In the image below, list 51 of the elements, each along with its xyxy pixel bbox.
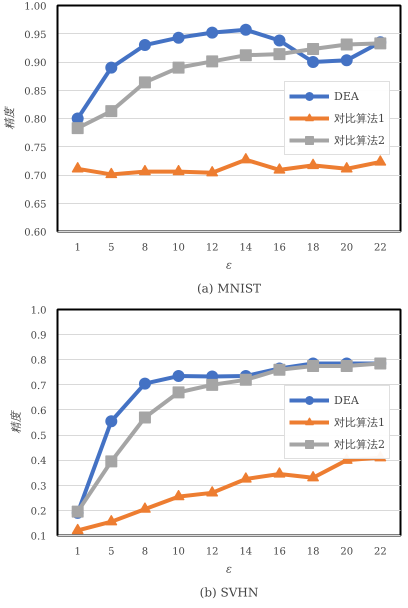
y-tick-label: 0.6 <box>30 406 47 417</box>
x-tick-label: 22 <box>374 546 387 558</box>
y-tick-label: 0.4 <box>30 456 47 468</box>
y-tick-label: 0.65 <box>24 199 46 210</box>
text: (b) SVHN <box>200 586 258 600</box>
x-tick-label: 5 <box>108 546 114 558</box>
legend-label: 对比算法1 <box>334 110 385 126</box>
legend-label: DEA <box>334 394 359 406</box>
legend-label: 对比算法2 <box>334 436 385 452</box>
x-tick-label: 8 <box>142 242 148 254</box>
y-tick-label: 0.95 <box>24 30 46 41</box>
y-tick-label: 0.9 <box>30 330 47 342</box>
y-tick-label: 0.60 <box>24 228 46 238</box>
y-axis-title: 精度 <box>3 106 16 130</box>
legend-label: 对比算法1 <box>334 414 385 430</box>
x-tick-label: 10 <box>172 546 185 558</box>
x-axis-title: ε <box>226 258 232 272</box>
x-tick-label: 16 <box>273 242 286 254</box>
y-tick-label: 0.3 <box>30 481 47 492</box>
y-tick-label: 0.80 <box>24 114 46 126</box>
x-tick-label: 18 <box>306 242 320 254</box>
y-tick-label: 0.90 <box>24 58 46 69</box>
text: (a) MNIST <box>196 282 262 296</box>
y-tick-label: 0.85 <box>24 86 46 98</box>
legend-label: DEA <box>334 90 359 102</box>
legend-label: 对比算法2 <box>334 132 385 148</box>
x-tick-label: 12 <box>206 242 219 254</box>
x-tick-label: 10 <box>172 242 185 254</box>
y-tick-label: 1.0 <box>30 306 47 316</box>
x-tick-label: 16 <box>273 546 286 558</box>
x-tick-label: 22 <box>374 242 387 254</box>
y-tick-label: 1.00 <box>24 2 46 12</box>
x-tick-label: 18 <box>306 546 320 558</box>
y-tick-label: 0.75 <box>24 142 46 154</box>
x-tick-label: 14 <box>239 242 252 254</box>
x-tick-label: 1 <box>74 546 81 558</box>
y-tick-label: 0.7 <box>30 380 47 392</box>
x-tick-label: 8 <box>142 546 148 558</box>
x-tick-label: 5 <box>108 242 114 254</box>
y-tick-label: 0.8 <box>30 356 47 367</box>
y-tick-label: 0.5 <box>30 431 47 442</box>
x-tick-label: 14 <box>239 546 252 558</box>
x-tick-label: 20 <box>340 546 354 558</box>
x-axis-title: ε <box>226 562 232 576</box>
x-tick-label: 1 <box>74 242 81 254</box>
x-tick-label: 20 <box>340 242 354 254</box>
y-axis-title: 精度 <box>10 410 23 434</box>
y-tick-label: 0.1 <box>30 532 47 542</box>
x-tick-label: 12 <box>206 546 219 558</box>
y-tick-label: 0.2 <box>30 506 47 518</box>
y-tick-label: 0.70 <box>24 171 46 182</box>
